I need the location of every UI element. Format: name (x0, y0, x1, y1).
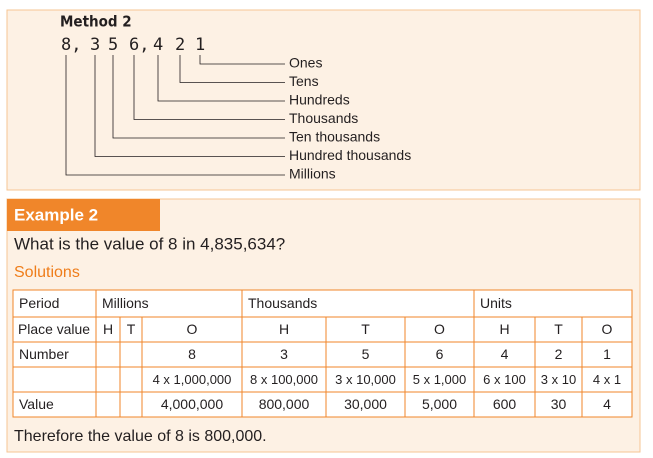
place-label: Tens (289, 73, 319, 89)
place-label: Ones (289, 55, 322, 71)
table-text: 800,000 (259, 396, 310, 412)
conclusion: Therefore the value of 8 is 800,000. (14, 428, 267, 445)
table-text: 30 (551, 396, 567, 412)
digit: 2 (175, 35, 185, 55)
table-text: T (554, 321, 563, 337)
table-text: Thousands (248, 295, 317, 311)
table-text: 3 x 10 (541, 372, 576, 387)
example-tab (7, 199, 160, 231)
table-text: 4 x 1 (593, 372, 621, 387)
place-label: Thousands (289, 110, 358, 126)
table-text: 2 (555, 346, 563, 362)
leader-line (65, 55, 285, 176)
table-text: 6 (436, 346, 444, 362)
digit: 1 (195, 35, 205, 55)
table-text: 30,000 (344, 396, 387, 412)
table-text: 5 x 1,000 (413, 372, 467, 387)
table-cell (581, 391, 633, 418)
digit: 8, (61, 35, 81, 55)
question: What is the value of 8 in 4,835,634? (14, 234, 285, 253)
table-text: 600 (493, 396, 517, 412)
digit: 4 (153, 35, 163, 55)
table-text: O (602, 321, 613, 337)
example-title: Example 2 (14, 205, 98, 224)
place-label: Millions (289, 166, 336, 182)
leader-line (179, 55, 285, 83)
digit: 3 (90, 35, 100, 55)
method-title: Method 2 (60, 13, 132, 31)
place-label: Hundred thousands (289, 147, 411, 163)
leader-line (133, 55, 285, 120)
table-text: O (187, 321, 198, 337)
leader-line (112, 55, 285, 139)
table-text: Period (19, 295, 59, 311)
leader-line (199, 55, 285, 65)
table-text: T (361, 321, 370, 337)
table-text: 5,000 (422, 396, 457, 412)
table-text: 1 (603, 346, 611, 362)
table-text: 4 x 1,000,000 (153, 372, 232, 387)
table-text: Value (19, 396, 54, 412)
table-text: 8 (188, 346, 196, 362)
table-text: Millions (102, 295, 149, 311)
table-text: 5 (362, 346, 370, 362)
method-box (6, 9, 641, 191)
table-bg (13, 290, 632, 417)
leader-line (94, 55, 285, 157)
table-text: 8 x 100,000 (250, 372, 318, 387)
digit: 5 (108, 35, 118, 55)
place-label: Hundreds (289, 92, 350, 108)
leader-line (157, 55, 285, 102)
table-text: 4 (501, 346, 509, 362)
place-label: Ten thousands (289, 129, 380, 145)
table-text: Number (19, 346, 69, 362)
table-text: Place value (18, 321, 90, 337)
table-text: 4,000,000 (161, 396, 223, 412)
table-text: H (499, 321, 509, 337)
table-text: 6 x 100 (483, 372, 526, 387)
table-text: H (279, 321, 289, 337)
table-text: T (127, 321, 136, 337)
table-text: H (103, 321, 113, 337)
table-text: Units (480, 295, 512, 311)
table-text: 3 (280, 346, 288, 362)
digit: 6, (129, 35, 149, 55)
table-text: 3 x 10,000 (335, 372, 396, 387)
table-text: O (434, 321, 445, 337)
solutions-heading: Solutions (14, 264, 80, 281)
table-text: 4 (603, 396, 611, 412)
